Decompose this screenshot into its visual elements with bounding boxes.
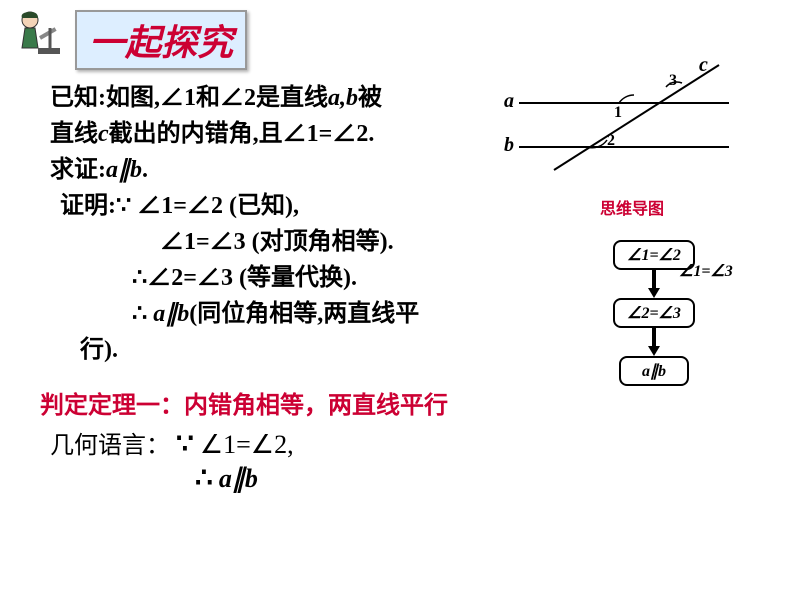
diagram-angle-1: 1: [614, 104, 622, 121]
proof-because-1: ∵: [116, 193, 131, 219]
geom-therefore: ∴: [195, 463, 213, 494]
proof-therefore-2: ∴: [132, 301, 147, 327]
problem-line2: 直线: [50, 121, 98, 147]
proof-therefore-1: ∴: [132, 265, 147, 291]
geom-label: 几何语言：: [50, 433, 170, 459]
diagram-label-b: b: [504, 134, 514, 156]
proof-step3: ∠2=∠3 (等量代换).: [147, 265, 357, 291]
problem-line1b: a,b: [328, 85, 358, 111]
title-box: 一起探究: [75, 10, 247, 70]
diagram-angle-2: 2: [607, 132, 615, 149]
theorem-statement: 判定定理一：内错角相等，两直线平行: [40, 385, 448, 420]
problem-line3: 求证:: [50, 157, 106, 183]
diagram-label-c: c: [699, 55, 708, 76]
mindmap-label: 思维导图: [600, 195, 664, 219]
flow-box-2: ∠2=∠3: [613, 298, 695, 328]
problem-line2c: 截出的内错角,且∠1=∠2.: [109, 121, 375, 147]
problem-line2b: c: [98, 121, 109, 147]
flow-box-3: a∥b: [619, 356, 689, 386]
parallel-lines-diagram: a b c 1 2 3: [499, 55, 739, 175]
proof-step4d: 行).: [80, 337, 118, 363]
diagram-label-a: a: [504, 90, 514, 112]
geom-line1: ∠1=∠2,: [200, 430, 294, 459]
problem-line1: 已知:如图,∠1和∠2是直线: [50, 85, 328, 111]
page-title: 一起探究: [89, 23, 233, 63]
problem-line3c: .: [142, 157, 148, 183]
problem-statement: 已知:如图,∠1和∠2是直线a,b被 直线c截出的内错角,且∠1=∠2. 求证:…: [50, 80, 419, 368]
geom-line2: a∥b: [219, 464, 258, 493]
flow-arrow-1: ∠1=∠3: [604, 270, 704, 298]
proof-label: 证明:: [60, 193, 116, 219]
flowchart: ∠1=∠2 ∠1=∠3 ∠2=∠3 a∥b: [604, 240, 704, 386]
geom-because: ∵: [176, 429, 194, 460]
proof-step4c: (同位角相等,两直线平: [189, 301, 419, 327]
proof-step2: ∠1=∠3 (对顶角相等).: [160, 229, 394, 255]
flow-arrow-2: [604, 328, 704, 356]
diagram-angle-3: 3: [669, 72, 677, 89]
geometric-language: 几何语言： ∵ ∠1=∠2, ∴ a∥b: [50, 425, 294, 495]
proof-step1: ∠1=∠2 (已知),: [137, 193, 299, 219]
problem-line1c: 被: [358, 85, 382, 111]
person-microscope-icon: [10, 8, 65, 63]
proof-step4b: a∥b: [147, 301, 189, 327]
problem-line3b: a∥b: [106, 157, 142, 183]
